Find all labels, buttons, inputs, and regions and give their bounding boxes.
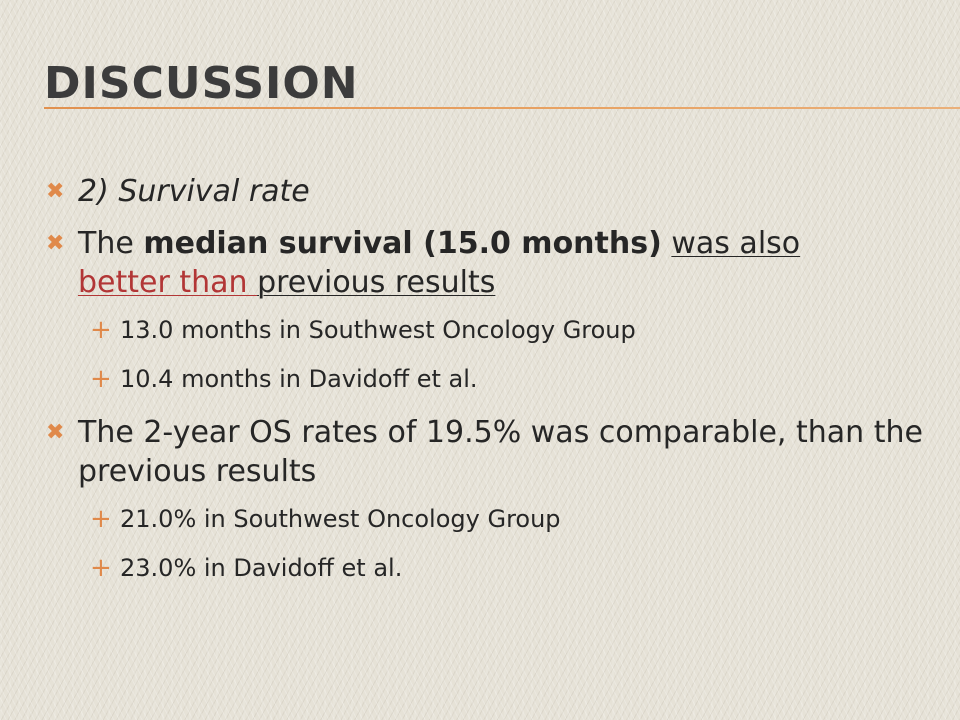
bullet-text: 21.0% in Southwest Oncology Group (120, 505, 561, 533)
plus-bullet-icon: + (90, 315, 112, 345)
plus-bullet-icon: + (90, 553, 112, 583)
bullet-two-year-os: ✖ The 2-year OS rates of 19.5% was compa… (46, 413, 926, 491)
underlined-text: was also (671, 226, 801, 261)
bullet-text-part (662, 226, 672, 261)
x-bullet-icon: ✖ (46, 179, 65, 204)
x-bullet-icon: ✖ (46, 420, 65, 445)
bullet-text: 2) Survival rate (78, 174, 310, 209)
plus-bullet-icon: + (90, 364, 112, 394)
sub-bullet-swog-median: + 13.0 months in Southwest Oncology Grou… (46, 315, 926, 345)
underlined-text: previous results (257, 265, 496, 300)
bullet-text-emphasis: median survival (15.0 months) (143, 226, 662, 261)
bullet-text: 23.0% in Davidoff et al. (120, 554, 403, 582)
x-bullet-icon: ✖ (46, 231, 65, 256)
sub-bullet-davidoff-median: + 10.4 months in Davidoff et al. (46, 364, 926, 394)
bullet-text: The 2-year OS rates of 19.5% was compara… (78, 415, 923, 489)
slide-title: Discussion (44, 58, 359, 109)
bullet-survival-rate: ✖ 2) Survival rate (46, 172, 926, 211)
title-underline (44, 107, 960, 109)
plus-bullet-icon: + (90, 504, 112, 534)
bullet-text: 10.4 months in Davidoff et al. (120, 365, 478, 393)
sub-bullet-davidoff-os: + 23.0% in Davidoff et al. (46, 553, 926, 583)
bullet-text: 13.0 months in Southwest Oncology Group (120, 316, 636, 344)
bullet-median-survival: ✖ The median survival (15.0 months) was … (46, 224, 926, 302)
sub-bullet-swog-os: + 21.0% in Southwest Oncology Group (46, 504, 926, 534)
underlined-red-text: better than (78, 265, 258, 300)
slide-content: ✖ 2) Survival rate ✖ The median survival… (46, 172, 926, 602)
bullet-text-part: The (78, 226, 144, 261)
